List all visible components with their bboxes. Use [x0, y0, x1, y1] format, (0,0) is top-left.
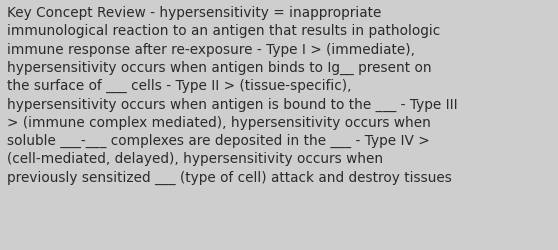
Text: Key Concept Review - hypersensitivity = inappropriate
immunological reaction to : Key Concept Review - hypersensitivity = …: [7, 6, 458, 184]
